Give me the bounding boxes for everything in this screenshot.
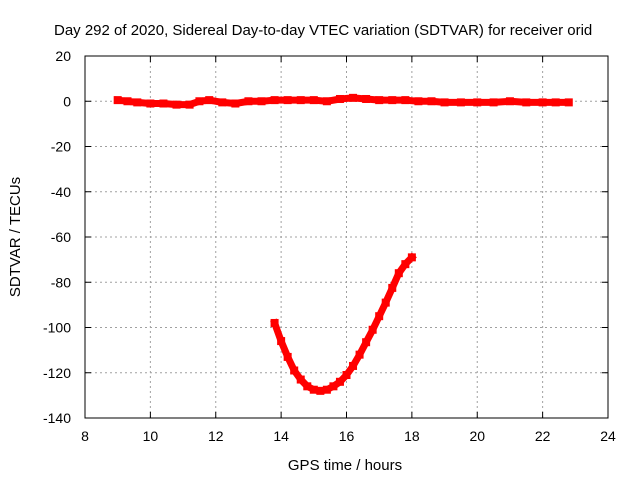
x-tick-label: 14 <box>273 428 289 444</box>
data-point <box>270 96 279 105</box>
data-point <box>388 96 397 105</box>
data-point <box>303 382 312 391</box>
x-tick-label: 20 <box>469 428 485 444</box>
data-point <box>473 98 482 107</box>
data-point <box>322 385 331 394</box>
x-tick-label: 12 <box>208 428 224 444</box>
y-axis-label: SDTVAR / TECUs <box>7 177 24 297</box>
data-point <box>349 361 358 370</box>
data-point <box>407 253 416 262</box>
data-point <box>172 100 181 109</box>
data-point <box>277 337 286 346</box>
data-point <box>290 366 299 375</box>
data-point <box>375 96 384 105</box>
data-point <box>489 98 498 107</box>
data-point <box>270 318 279 327</box>
data-point <box>355 350 364 359</box>
data-point <box>133 98 142 107</box>
data-point <box>316 386 325 395</box>
data-point <box>427 97 436 106</box>
data-point <box>538 98 547 107</box>
data-point <box>401 96 410 105</box>
y-tick-label: -20 <box>51 139 71 155</box>
data-point <box>349 93 358 102</box>
data-point <box>322 97 331 106</box>
data-point <box>231 99 240 108</box>
data-point <box>394 269 403 278</box>
data-point <box>401 260 410 269</box>
x-tick-label: 18 <box>404 428 420 444</box>
data-point <box>195 97 204 106</box>
axis-ticks: 8 10 12 14 16 18 20 22 24 20 0 -20 -40 -60 -80 -100 -120… <box>43 48 616 444</box>
data-point <box>362 94 371 103</box>
data-point <box>551 98 560 107</box>
x-tick-label: 16 <box>339 428 355 444</box>
y-tick-label: -60 <box>51 229 71 245</box>
y-tick-label: -40 <box>51 184 71 200</box>
data-point <box>368 325 377 334</box>
y-tick-label: -140 <box>43 410 71 426</box>
data-point <box>564 98 573 107</box>
data-point <box>296 375 305 384</box>
data-point <box>414 97 423 106</box>
data-point <box>123 97 132 106</box>
data-point <box>244 97 253 106</box>
data-point <box>159 99 168 108</box>
data-point <box>146 99 155 108</box>
data-point <box>296 96 305 105</box>
data-point <box>205 96 214 105</box>
data-point <box>113 96 122 105</box>
data-point <box>505 97 514 106</box>
data-point <box>522 98 531 107</box>
data-point <box>342 371 351 380</box>
data-point <box>283 96 292 105</box>
x-tick-label: 22 <box>535 428 551 444</box>
x-tick-label: 10 <box>143 428 159 444</box>
data-point <box>309 96 318 105</box>
x-tick-label: 8 <box>81 428 89 444</box>
y-tick-label: -80 <box>51 274 71 290</box>
series-1 <box>113 93 573 109</box>
x-tick-label: 24 <box>600 428 616 444</box>
y-tick-label: 0 <box>63 93 71 109</box>
x-axis-label: GPS time / hours <box>288 457 402 474</box>
data-point <box>456 98 465 107</box>
data-point <box>283 352 292 361</box>
grid-layer <box>85 56 608 418</box>
data-point <box>257 97 266 106</box>
data-point <box>329 382 338 391</box>
data-point <box>335 377 344 386</box>
series-2 <box>270 252 417 395</box>
series-layer <box>113 93 573 395</box>
y-tick-label: -120 <box>43 365 71 381</box>
y-tick-label: -100 <box>43 320 71 336</box>
data-point <box>381 298 390 307</box>
y-tick-label: 20 <box>55 48 71 64</box>
data-point <box>309 385 318 394</box>
data-point <box>388 283 397 292</box>
data-point <box>375 312 384 321</box>
data-point <box>335 94 344 103</box>
chart-title: Day 292 of 2020, Sidereal Day-to-day VTE… <box>54 22 592 39</box>
data-point <box>185 100 194 109</box>
data-point <box>218 98 227 107</box>
data-point <box>362 338 371 347</box>
data-point <box>440 98 449 107</box>
